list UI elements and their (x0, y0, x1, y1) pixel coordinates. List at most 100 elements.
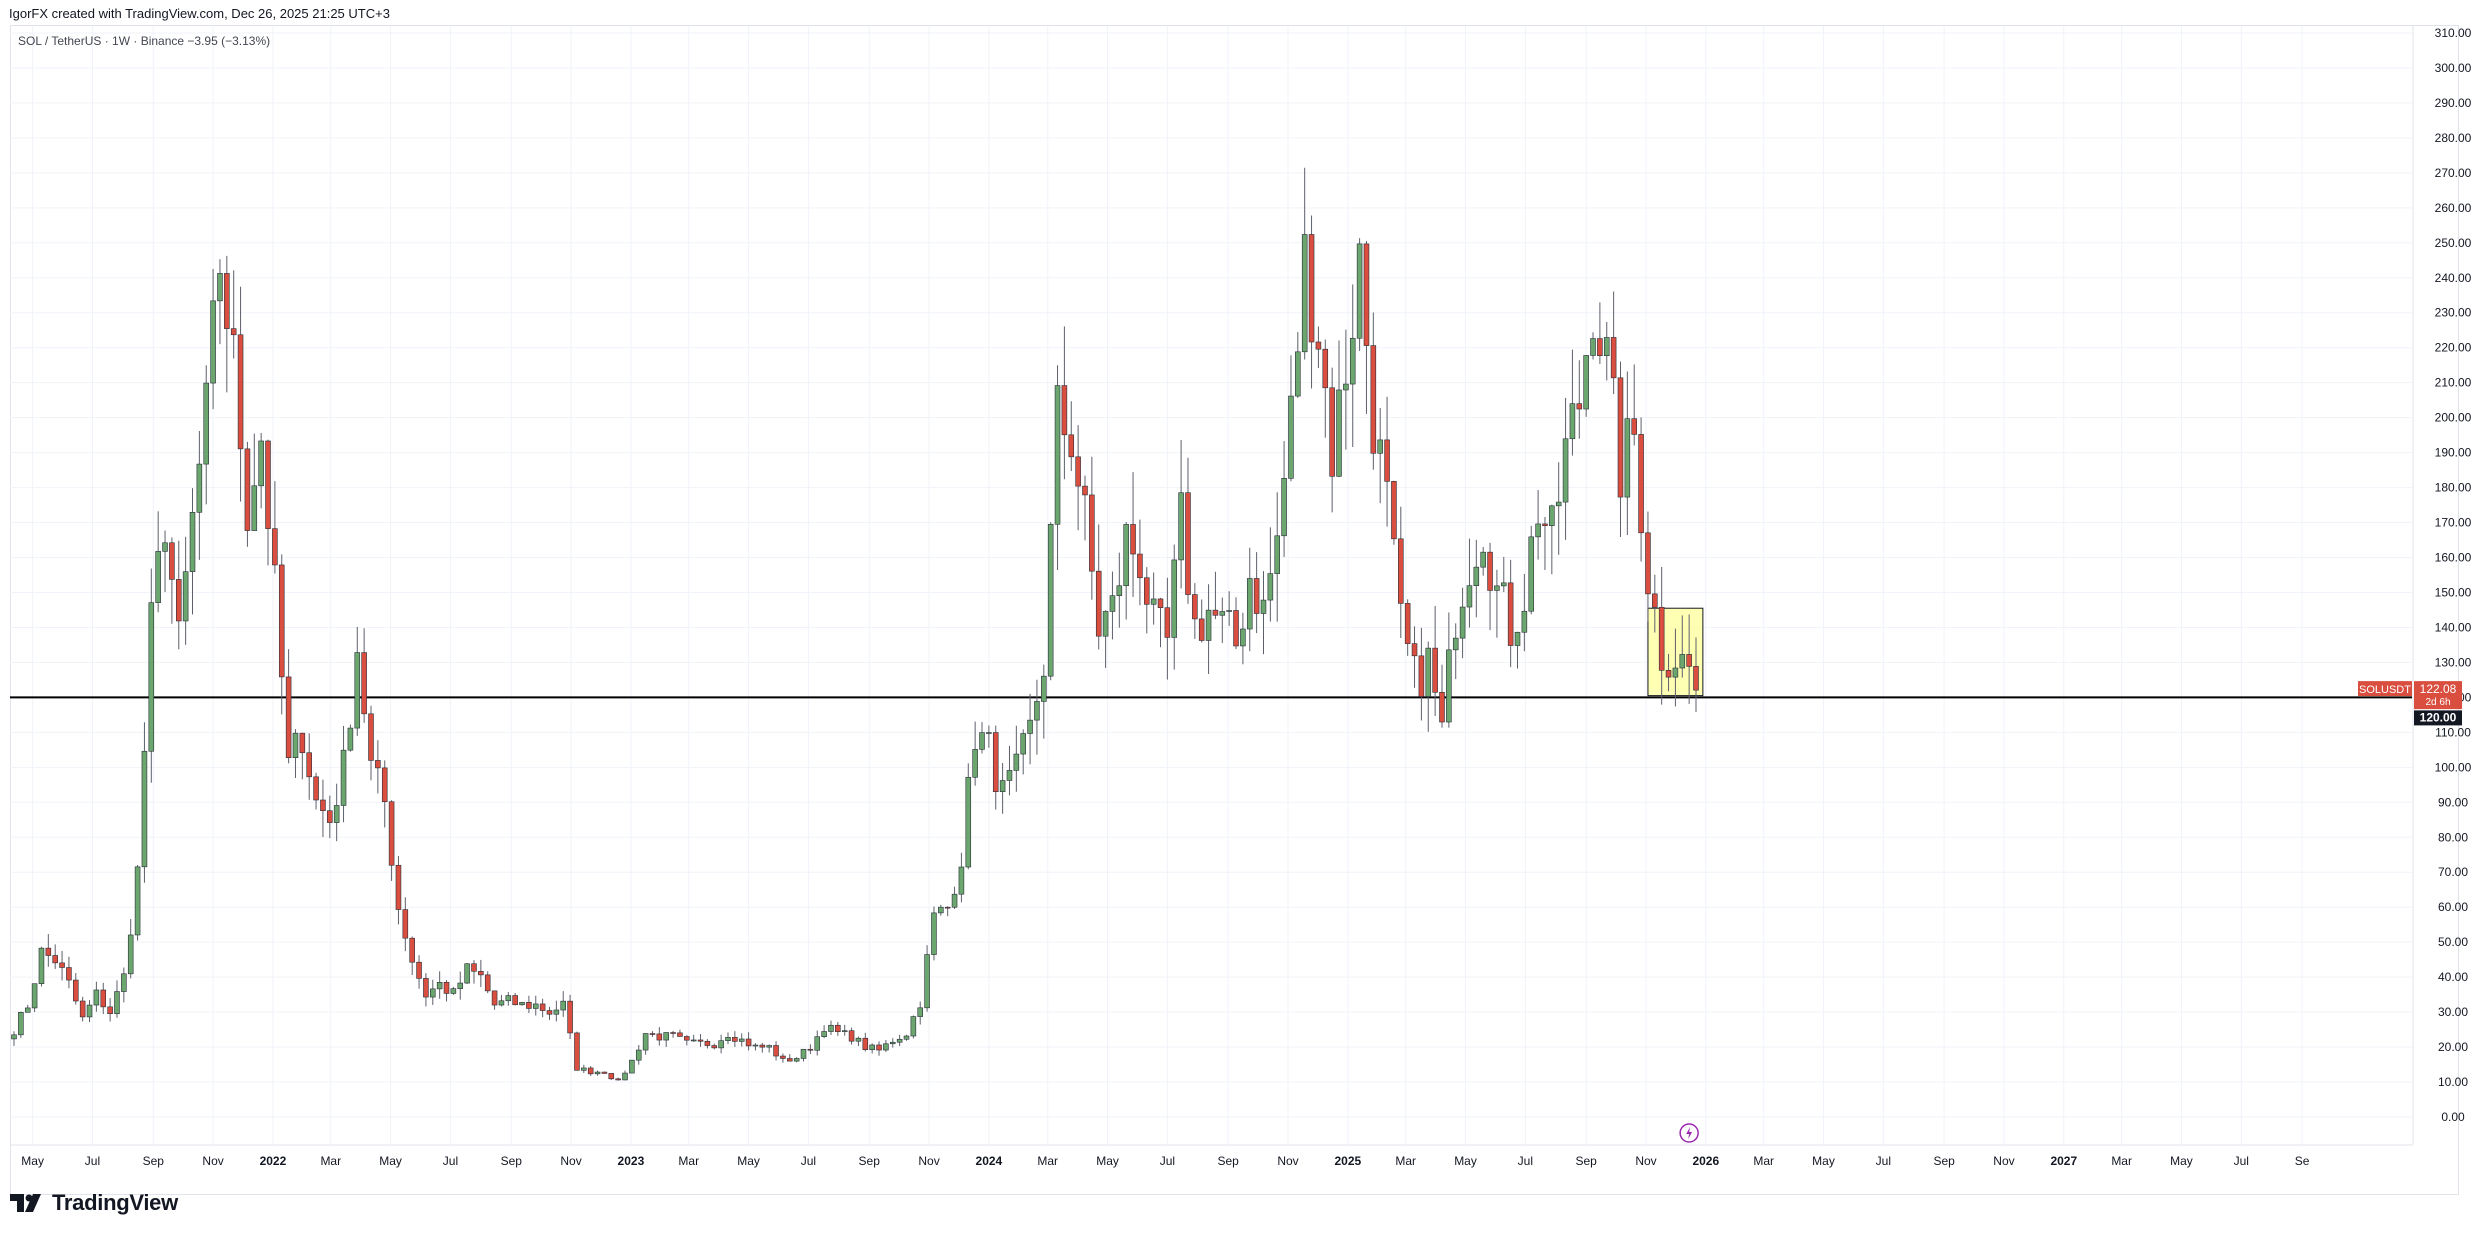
candle-up[interactable] (581, 1064, 587, 1074)
candle-up[interactable] (1679, 615, 1686, 678)
candle-down[interactable] (835, 1022, 841, 1036)
candle-up[interactable] (121, 967, 127, 1003)
candle-down[interactable] (649, 1031, 656, 1037)
candle-up[interactable] (1583, 355, 1589, 417)
candle-up[interactable] (1027, 693, 1033, 765)
candle-up[interactable] (738, 1033, 745, 1047)
candle-up[interactable] (1054, 365, 1061, 570)
candle-up[interactable] (1123, 522, 1129, 620)
candle-up[interactable] (93, 981, 100, 1012)
candle-down[interactable] (1253, 552, 1260, 634)
candle-up[interactable] (642, 1033, 649, 1055)
candle-up[interactable] (182, 536, 189, 645)
candle-down[interactable] (862, 1032, 869, 1052)
candle-down[interactable] (1144, 567, 1150, 634)
candle-up[interactable] (979, 722, 985, 754)
candle-down[interactable] (1137, 519, 1143, 606)
candle-up[interactable] (1343, 329, 1349, 450)
candle-up[interactable] (127, 918, 134, 979)
candle-up[interactable] (134, 865, 141, 941)
candle-down[interactable] (546, 1006, 553, 1020)
candle-down[interactable] (361, 628, 367, 723)
candle-down[interactable] (100, 982, 107, 1015)
candle-up[interactable] (251, 433, 258, 531)
candle-up[interactable] (86, 1000, 93, 1023)
candle-down[interactable] (285, 649, 292, 764)
candle-up[interactable] (258, 432, 264, 509)
candle-up[interactable] (766, 1044, 772, 1053)
candle-up[interactable] (162, 530, 168, 593)
candle-down[interactable] (759, 1042, 766, 1053)
candle-up[interactable] (889, 1038, 896, 1048)
candle-up[interactable] (347, 724, 354, 752)
candle-down[interactable] (299, 732, 306, 780)
candle-down[interactable] (66, 956, 72, 989)
candle-down[interactable] (539, 998, 546, 1018)
candle-down[interactable] (677, 1029, 683, 1037)
candle-down[interactable] (306, 733, 312, 800)
candle-up[interactable] (800, 1048, 807, 1062)
candle-down[interactable] (471, 960, 477, 984)
candle-up[interactable] (11, 1031, 17, 1046)
candle-up[interactable] (1672, 628, 1679, 707)
candle-down[interactable] (587, 1066, 594, 1076)
candle-up[interactable] (354, 626, 361, 736)
candle-up[interactable] (1205, 584, 1212, 674)
candle-up[interactable] (718, 1034, 724, 1054)
candle-down[interactable] (1192, 583, 1198, 639)
candle-down[interactable] (1075, 425, 1081, 531)
candle-down[interactable] (45, 934, 52, 967)
candle-up[interactable] (1274, 492, 1280, 622)
event-marker-layer[interactable] (1679, 1123, 1699, 1143)
candle-up[interactable] (690, 1034, 697, 1042)
candle-up[interactable] (1219, 597, 1226, 644)
candle-down[interactable] (1370, 312, 1377, 470)
candle-down[interactable] (1610, 291, 1617, 395)
candle-down[interactable] (992, 725, 999, 810)
candle-down[interactable] (1658, 566, 1665, 705)
candle-up[interactable] (1528, 525, 1535, 615)
candle-down[interactable] (1089, 456, 1095, 600)
candle-down[interactable] (1418, 627, 1425, 721)
candle-up[interactable] (917, 1001, 923, 1025)
candle-up[interactable] (951, 886, 958, 909)
candle-down[interactable] (1693, 637, 1699, 712)
candle-up[interactable] (292, 729, 299, 778)
candle-down[interactable] (1542, 516, 1548, 570)
candle-down[interactable] (368, 705, 374, 781)
candle-up[interactable] (1521, 573, 1528, 652)
candle-up[interactable] (1590, 332, 1596, 360)
candle-up[interactable] (38, 946, 45, 987)
candle-up[interactable] (999, 762, 1006, 814)
candle-down[interactable] (1095, 524, 1102, 650)
candle-up[interactable] (18, 1011, 24, 1038)
candle-down[interactable] (711, 1043, 718, 1050)
candle-down[interactable] (601, 1071, 608, 1074)
candle-down[interactable] (1322, 339, 1329, 438)
candle-down[interactable] (1686, 614, 1692, 704)
candle-down[interactable] (1576, 360, 1583, 439)
candle-up[interactable] (560, 991, 566, 1017)
candle-up[interactable] (924, 945, 930, 1012)
candle-up[interactable] (1446, 612, 1452, 728)
candle-up[interactable] (1425, 641, 1432, 732)
candle-down[interactable] (608, 1073, 615, 1081)
candle-up[interactable] (333, 783, 340, 842)
candle-up[interactable] (958, 852, 965, 903)
candle-up[interactable] (1466, 538, 1473, 628)
candle-down[interactable] (1082, 475, 1088, 541)
candle-down[interactable] (224, 255, 230, 393)
candle-up[interactable] (903, 1034, 910, 1041)
candle-up[interactable] (532, 995, 539, 1016)
candle-down[interactable] (1363, 240, 1370, 414)
candle-down[interactable] (745, 1032, 752, 1051)
candle-up[interactable] (1178, 439, 1184, 589)
candle-down[interactable] (615, 1077, 621, 1081)
candle-up[interactable] (1047, 522, 1054, 681)
candle-up[interactable] (1041, 664, 1047, 739)
candle-down[interactable] (697, 1034, 704, 1047)
candle-up[interactable] (1013, 725, 1020, 792)
candle-up[interactable] (841, 1024, 848, 1036)
candle-down[interactable] (1439, 664, 1445, 728)
